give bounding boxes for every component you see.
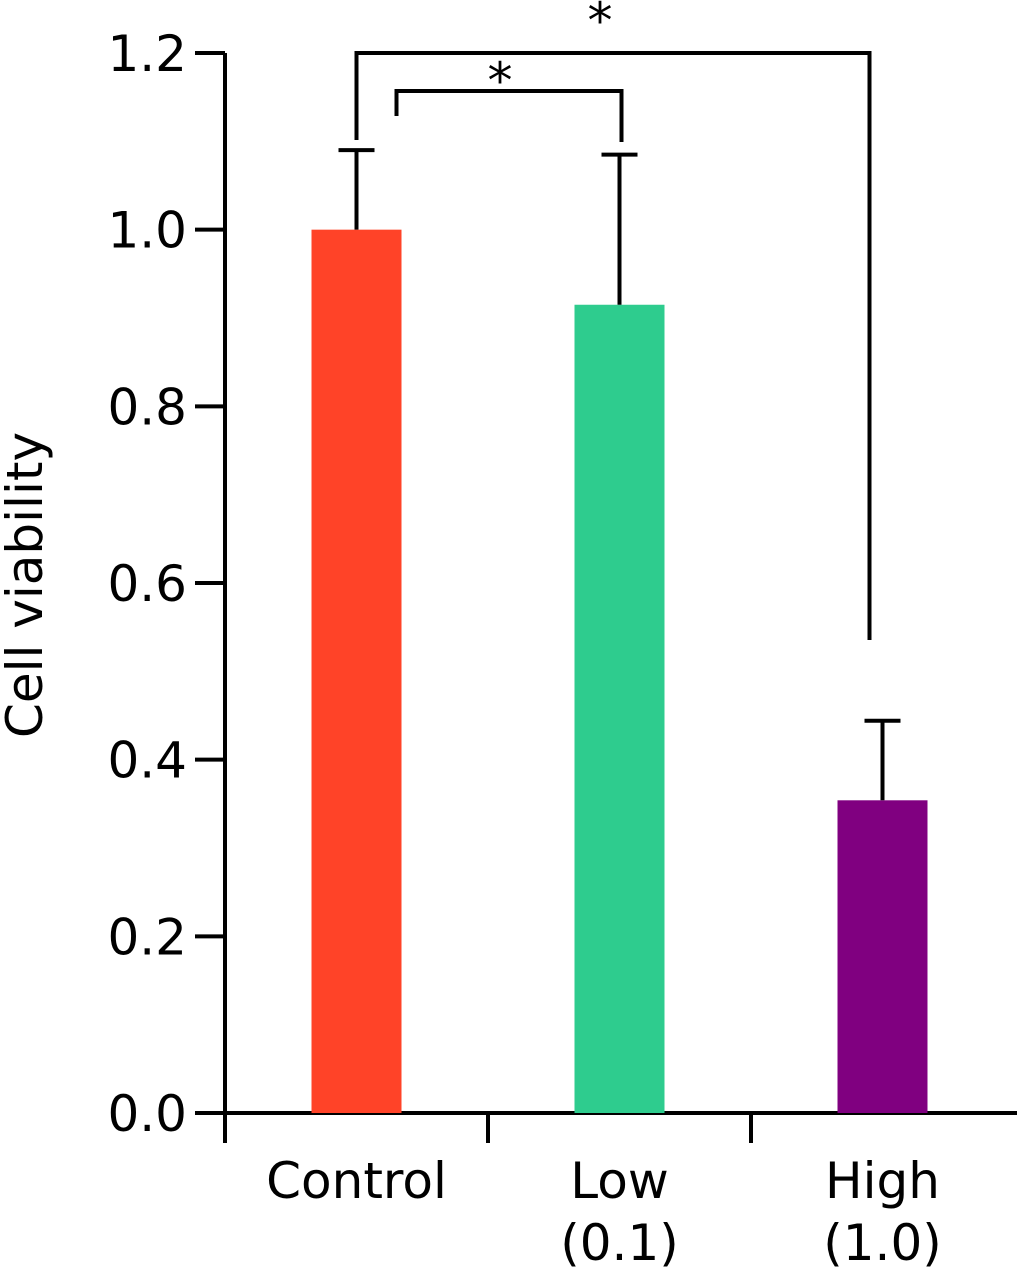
y-tick-label: 0.6 — [107, 555, 187, 613]
y-tick-label: 1.2 — [107, 25, 187, 83]
significance-bracket — [354, 51, 872, 640]
significance-bracket — [394, 89, 624, 142]
x-tick-label: Low (0.1) — [560, 1152, 679, 1272]
x-tick-label: High (1.0) — [823, 1152, 942, 1272]
y-tick-label: 0.8 — [107, 378, 187, 436]
y-tick-label: 0.0 — [107, 1085, 187, 1143]
significance-label: * — [488, 52, 513, 110]
bar — [837, 800, 928, 1113]
x-tick-label: Control — [266, 1152, 447, 1210]
bar — [574, 304, 665, 1113]
y-axis-label: Cell viability — [0, 432, 54, 738]
significance-label: * — [588, 0, 613, 50]
bar — [311, 229, 402, 1113]
y-tick-label: 0.2 — [107, 908, 187, 966]
y-tick-label: 1.0 — [107, 202, 187, 260]
y-tick-label: 0.4 — [107, 732, 187, 790]
